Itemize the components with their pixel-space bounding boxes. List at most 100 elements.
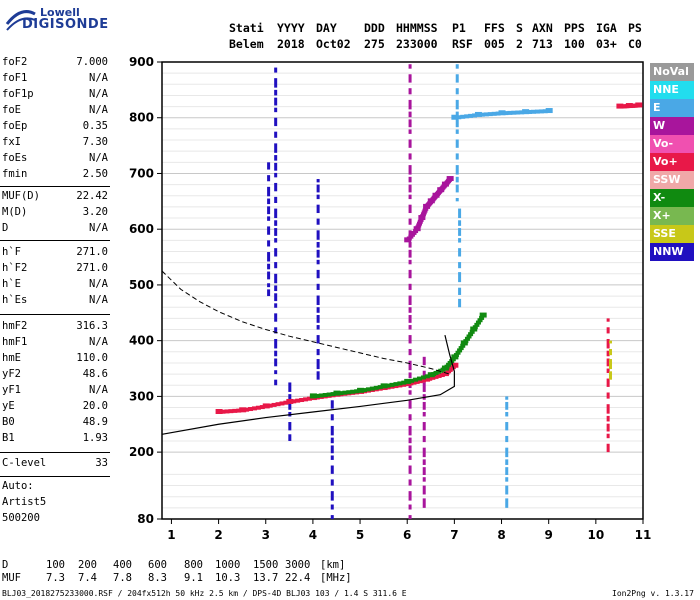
param-row-foF2: foF2 7.000	[2, 56, 108, 72]
echo-streak	[408, 455, 412, 460]
echo-streak	[408, 194, 412, 200]
data-point	[417, 379, 423, 384]
footer-d-value: 3000	[285, 559, 311, 571]
echo-streak	[606, 378, 610, 387]
data-point	[330, 392, 336, 397]
echo-streak	[505, 477, 509, 482]
header-label: HHMMSS	[396, 21, 438, 35]
data-point	[507, 110, 513, 115]
echo-streak	[458, 272, 462, 283]
data-point	[414, 379, 420, 384]
header-value: 005	[484, 37, 505, 51]
echo-streak	[274, 208, 278, 219]
legend-item: X-	[650, 189, 694, 207]
data-point	[380, 383, 388, 389]
param-row-fxI: fxI 7.30	[2, 136, 108, 152]
logo-text-digisonde: DIGISONDE	[22, 17, 109, 32]
echo-streak	[274, 155, 278, 161]
echo-streak	[606, 392, 610, 399]
footer-muf-value: 7.8	[113, 572, 132, 584]
data-point	[279, 401, 285, 406]
echo-streak	[274, 350, 278, 357]
footer-muf-value: 22.4	[285, 572, 311, 584]
echo-streak	[274, 285, 278, 292]
echo-streak	[455, 153, 459, 160]
echo-streak	[408, 165, 412, 175]
param-value: 22.42	[76, 190, 108, 202]
data-point	[474, 322, 480, 327]
echo-streak	[267, 252, 271, 262]
data-point	[427, 376, 433, 381]
echo-streak	[330, 445, 334, 454]
param-name: D	[2, 222, 9, 234]
data-point	[538, 109, 544, 114]
echo-streak	[274, 262, 278, 269]
legend-item: SSE	[650, 225, 694, 243]
footer-muf-value: 10.3	[215, 572, 241, 584]
echo-streak	[316, 269, 320, 279]
echo-streak	[330, 400, 334, 409]
echo-streak	[274, 67, 278, 73]
param-value: N/A	[89, 152, 108, 164]
echo-streak	[274, 89, 278, 96]
echo-streak	[267, 206, 271, 215]
echo-streak	[408, 515, 412, 519]
echo-streak	[422, 498, 426, 508]
y-tick-label: 900	[129, 55, 154, 69]
echo-streak	[422, 411, 426, 417]
echo-streak	[316, 307, 320, 313]
data-point	[498, 110, 506, 116]
data-point	[248, 407, 254, 412]
y-tick-label: 300	[129, 389, 154, 403]
data-point	[346, 390, 352, 395]
data-point	[306, 396, 312, 401]
footer-d-value: 200	[78, 559, 97, 571]
echo-streak	[505, 485, 509, 495]
echo-streak	[608, 340, 612, 344]
param-name: MUF(D)	[2, 190, 40, 202]
data-point	[424, 374, 430, 379]
logo-text-lowell: Lowell	[40, 6, 80, 19]
data-point	[350, 389, 356, 394]
echo-streak	[316, 315, 320, 323]
x-tick-label: 8	[497, 528, 505, 542]
echo-streak	[316, 194, 320, 200]
data-point	[456, 115, 462, 120]
param-value: 7.000	[76, 56, 108, 68]
echo-streak	[288, 434, 292, 441]
echo-streak	[408, 259, 412, 265]
echo-streak	[408, 479, 412, 486]
data-point	[228, 409, 234, 414]
echo-streak	[274, 78, 278, 88]
echo-streak	[455, 139, 459, 148]
data-point	[466, 334, 472, 339]
footer-muf-value: 9.1	[184, 572, 203, 584]
echo-streak	[606, 415, 610, 422]
param-row-clevel: C-level 33	[2, 457, 108, 473]
footer-muf-unit: [MHz]	[320, 572, 352, 584]
echo-streak	[274, 117, 278, 127]
echo-streak	[408, 119, 412, 128]
footer-muf-value: 7.4	[78, 572, 97, 584]
param-name: h`F2	[2, 262, 28, 274]
data-point	[275, 402, 281, 407]
data-point	[295, 398, 301, 403]
legend-item: NNW	[650, 243, 694, 261]
data-point	[458, 346, 464, 351]
data-point	[236, 408, 242, 413]
param-row-hmF2: hmF2 316.3	[2, 320, 108, 336]
param-row-hE: h`E N/A	[2, 278, 108, 294]
param-row-d: D N/A	[2, 222, 108, 238]
param-value: 48.6	[82, 368, 108, 380]
legend-item: NNE	[650, 81, 694, 99]
data-point	[464, 114, 470, 119]
param-value: N/A	[89, 384, 108, 396]
plot-frame	[161, 61, 644, 520]
echo-streak	[274, 313, 278, 322]
header-value: 233000	[396, 37, 438, 51]
header-value: 275	[364, 37, 385, 51]
param-row-md: M(D) 3.20	[2, 206, 108, 222]
echo-streak	[606, 433, 610, 439]
data-point	[369, 386, 375, 391]
echo-streak	[606, 327, 610, 334]
